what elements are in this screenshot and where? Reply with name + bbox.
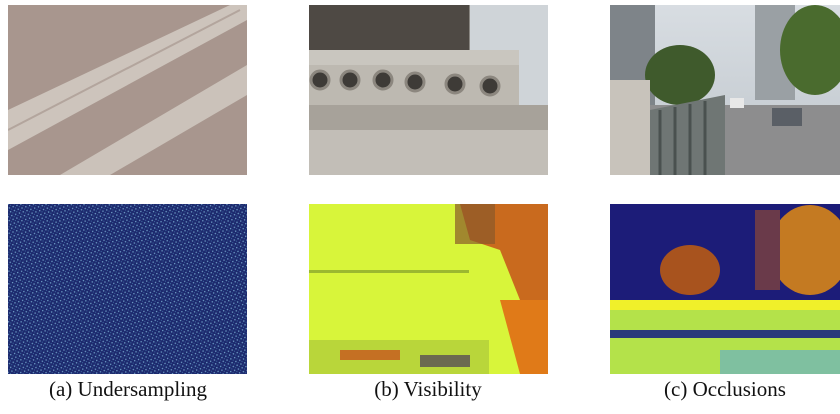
image-undersampling-map xyxy=(8,204,247,374)
image-visibility-photo xyxy=(309,5,548,175)
image-undersampling-photo xyxy=(8,5,247,175)
image-occlusions-map xyxy=(610,204,840,374)
caption: (c) Occlusions xyxy=(664,377,786,401)
caption: (b) Visibility xyxy=(374,377,482,401)
image-visibility-map xyxy=(309,204,548,374)
caption: (a) Undersampling xyxy=(49,377,208,401)
image-occlusions-photo xyxy=(610,5,840,175)
